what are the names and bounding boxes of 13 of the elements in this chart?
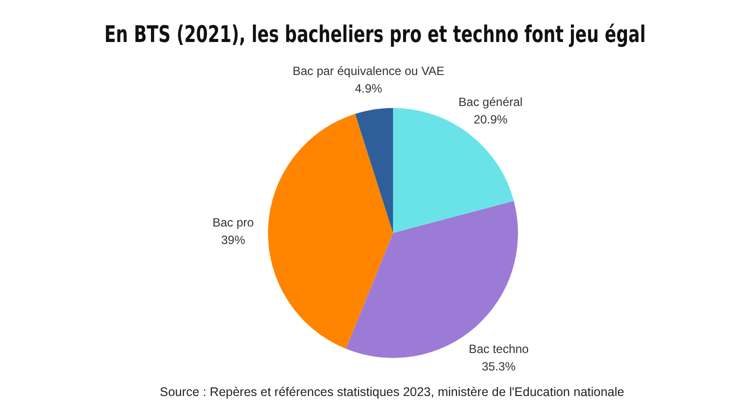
pie-slice xyxy=(355,108,393,233)
data-label: 35.3% xyxy=(482,359,516,374)
data-label: 39% xyxy=(221,233,246,248)
data-label: 20.9% xyxy=(474,112,508,127)
data-label: 4.9% xyxy=(354,81,382,96)
slice-label: Bac pro xyxy=(212,216,254,230)
source-note: Source : Repères et références statistiques 2023, ministère de l'Education nationale xyxy=(160,385,624,399)
pie-slice xyxy=(268,114,393,349)
pie-slice xyxy=(393,108,514,233)
slice-label: Bac techno xyxy=(468,342,530,356)
slice-label: Bac général xyxy=(458,95,523,110)
slice-label: Bac par équivalence ou VAE xyxy=(292,64,444,78)
chart-title: En BTS (2021), les bacheliers pro et techno font jeu égal xyxy=(104,20,646,48)
